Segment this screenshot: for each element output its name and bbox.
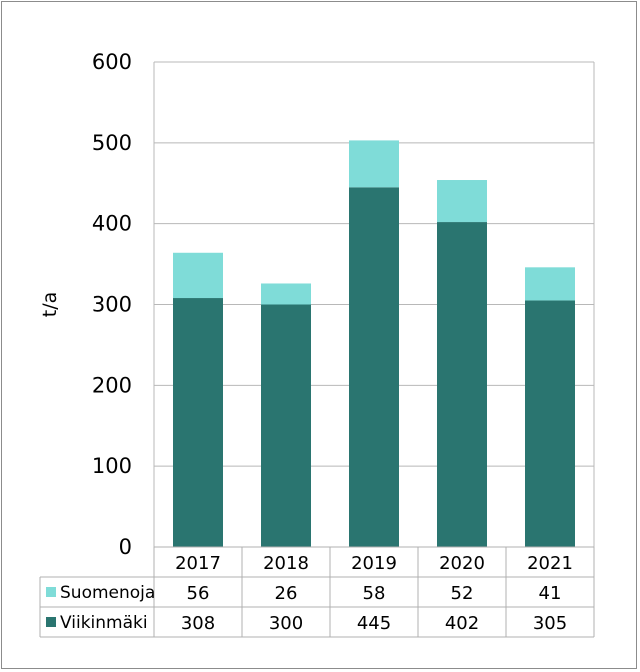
data-table-cell: 58 bbox=[363, 583, 386, 604]
y-tick-label: 0 bbox=[119, 535, 132, 559]
bar-viikinmaki-2017 bbox=[173, 298, 223, 547]
data-table-cell: 300 bbox=[269, 613, 303, 634]
data-table-cell: 308 bbox=[181, 613, 215, 634]
bar-viikinmaki-2018 bbox=[261, 304, 311, 547]
y-tick-label: 600 bbox=[92, 50, 132, 74]
bar-suomenoja-2020 bbox=[437, 180, 487, 223]
data-table-cell: 26 bbox=[275, 583, 298, 604]
data-table-cell: 41 bbox=[539, 583, 562, 604]
legend-swatch bbox=[46, 587, 56, 597]
bar-viikinmaki-2020 bbox=[437, 222, 487, 548]
y-tick-label: 100 bbox=[92, 454, 132, 478]
x-category-label: 2019 bbox=[351, 553, 397, 574]
legend-swatch bbox=[46, 617, 56, 627]
y-tick-label: 400 bbox=[92, 212, 132, 236]
x-category-label: 2018 bbox=[263, 553, 309, 574]
bar-suomenoja-2019 bbox=[349, 140, 399, 188]
bar-suomenoja-2017 bbox=[173, 252, 223, 299]
data-table-cell: 402 bbox=[445, 613, 479, 634]
data-table-cell: 305 bbox=[533, 613, 567, 634]
data-table-cell: 56 bbox=[187, 583, 210, 604]
bar-viikinmaki-2019 bbox=[349, 187, 399, 547]
bar-viikinmaki-2021 bbox=[525, 300, 575, 547]
bar-suomenoja-2021 bbox=[525, 267, 575, 301]
y-tick-label: 200 bbox=[92, 373, 132, 397]
y-tick-label: 300 bbox=[92, 293, 132, 317]
y-tick-label: 500 bbox=[92, 131, 132, 155]
legend-label: Viikinmäki bbox=[60, 613, 148, 633]
x-category-label: 2021 bbox=[527, 553, 573, 574]
bar-suomenoja-2018 bbox=[261, 283, 311, 305]
x-category-label: 2017 bbox=[175, 553, 221, 574]
y-axis-title: t/a bbox=[39, 292, 61, 318]
data-table-cell: 52 bbox=[451, 583, 474, 604]
data-table-cell: 445 bbox=[357, 613, 391, 634]
x-category-label: 2020 bbox=[439, 553, 485, 574]
legend-label: Suomenoja bbox=[60, 583, 155, 603]
